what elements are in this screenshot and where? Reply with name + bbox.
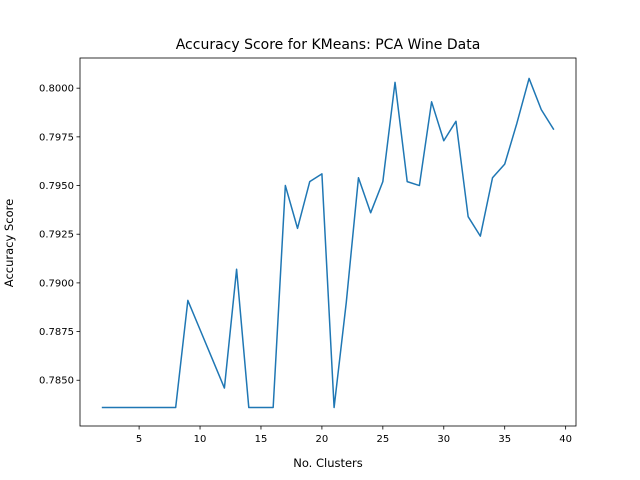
x-tick-label: 25 xyxy=(376,434,389,445)
x-tick-label: 5 xyxy=(136,434,142,445)
y-tick-label: 0.7975 xyxy=(39,132,74,143)
y-tick-label: 0.7850 xyxy=(39,376,74,387)
y-axis-label: Accuracy Score xyxy=(2,199,16,287)
x-tick-label: 40 xyxy=(559,434,572,445)
plot-frame xyxy=(79,57,577,427)
y-tick-label: 0.8000 xyxy=(39,84,74,95)
y-tick-label: 0.7950 xyxy=(39,181,74,192)
x-tick-label: 35 xyxy=(498,434,511,445)
x-tick-label: 15 xyxy=(255,434,268,445)
y-tick-label: 0.7900 xyxy=(39,278,74,289)
y-tick-label: 0.7875 xyxy=(39,327,74,338)
x-tick-label: 10 xyxy=(194,434,207,445)
plot-area: 5 10 15 20 25 30 35 40 0.7850 0.7875 0.7900 0.7925 0… xyxy=(39,57,577,445)
x-tick-label: 20 xyxy=(316,434,329,445)
x-tick-label: 30 xyxy=(437,434,450,445)
series-line-0 xyxy=(101,77,555,409)
x-axis-label: No. Clusters xyxy=(293,456,363,470)
chart-title: Accuracy Score for KMeans: PCA Wine Data xyxy=(176,37,481,53)
y-tick-label: 0.7925 xyxy=(39,230,74,241)
